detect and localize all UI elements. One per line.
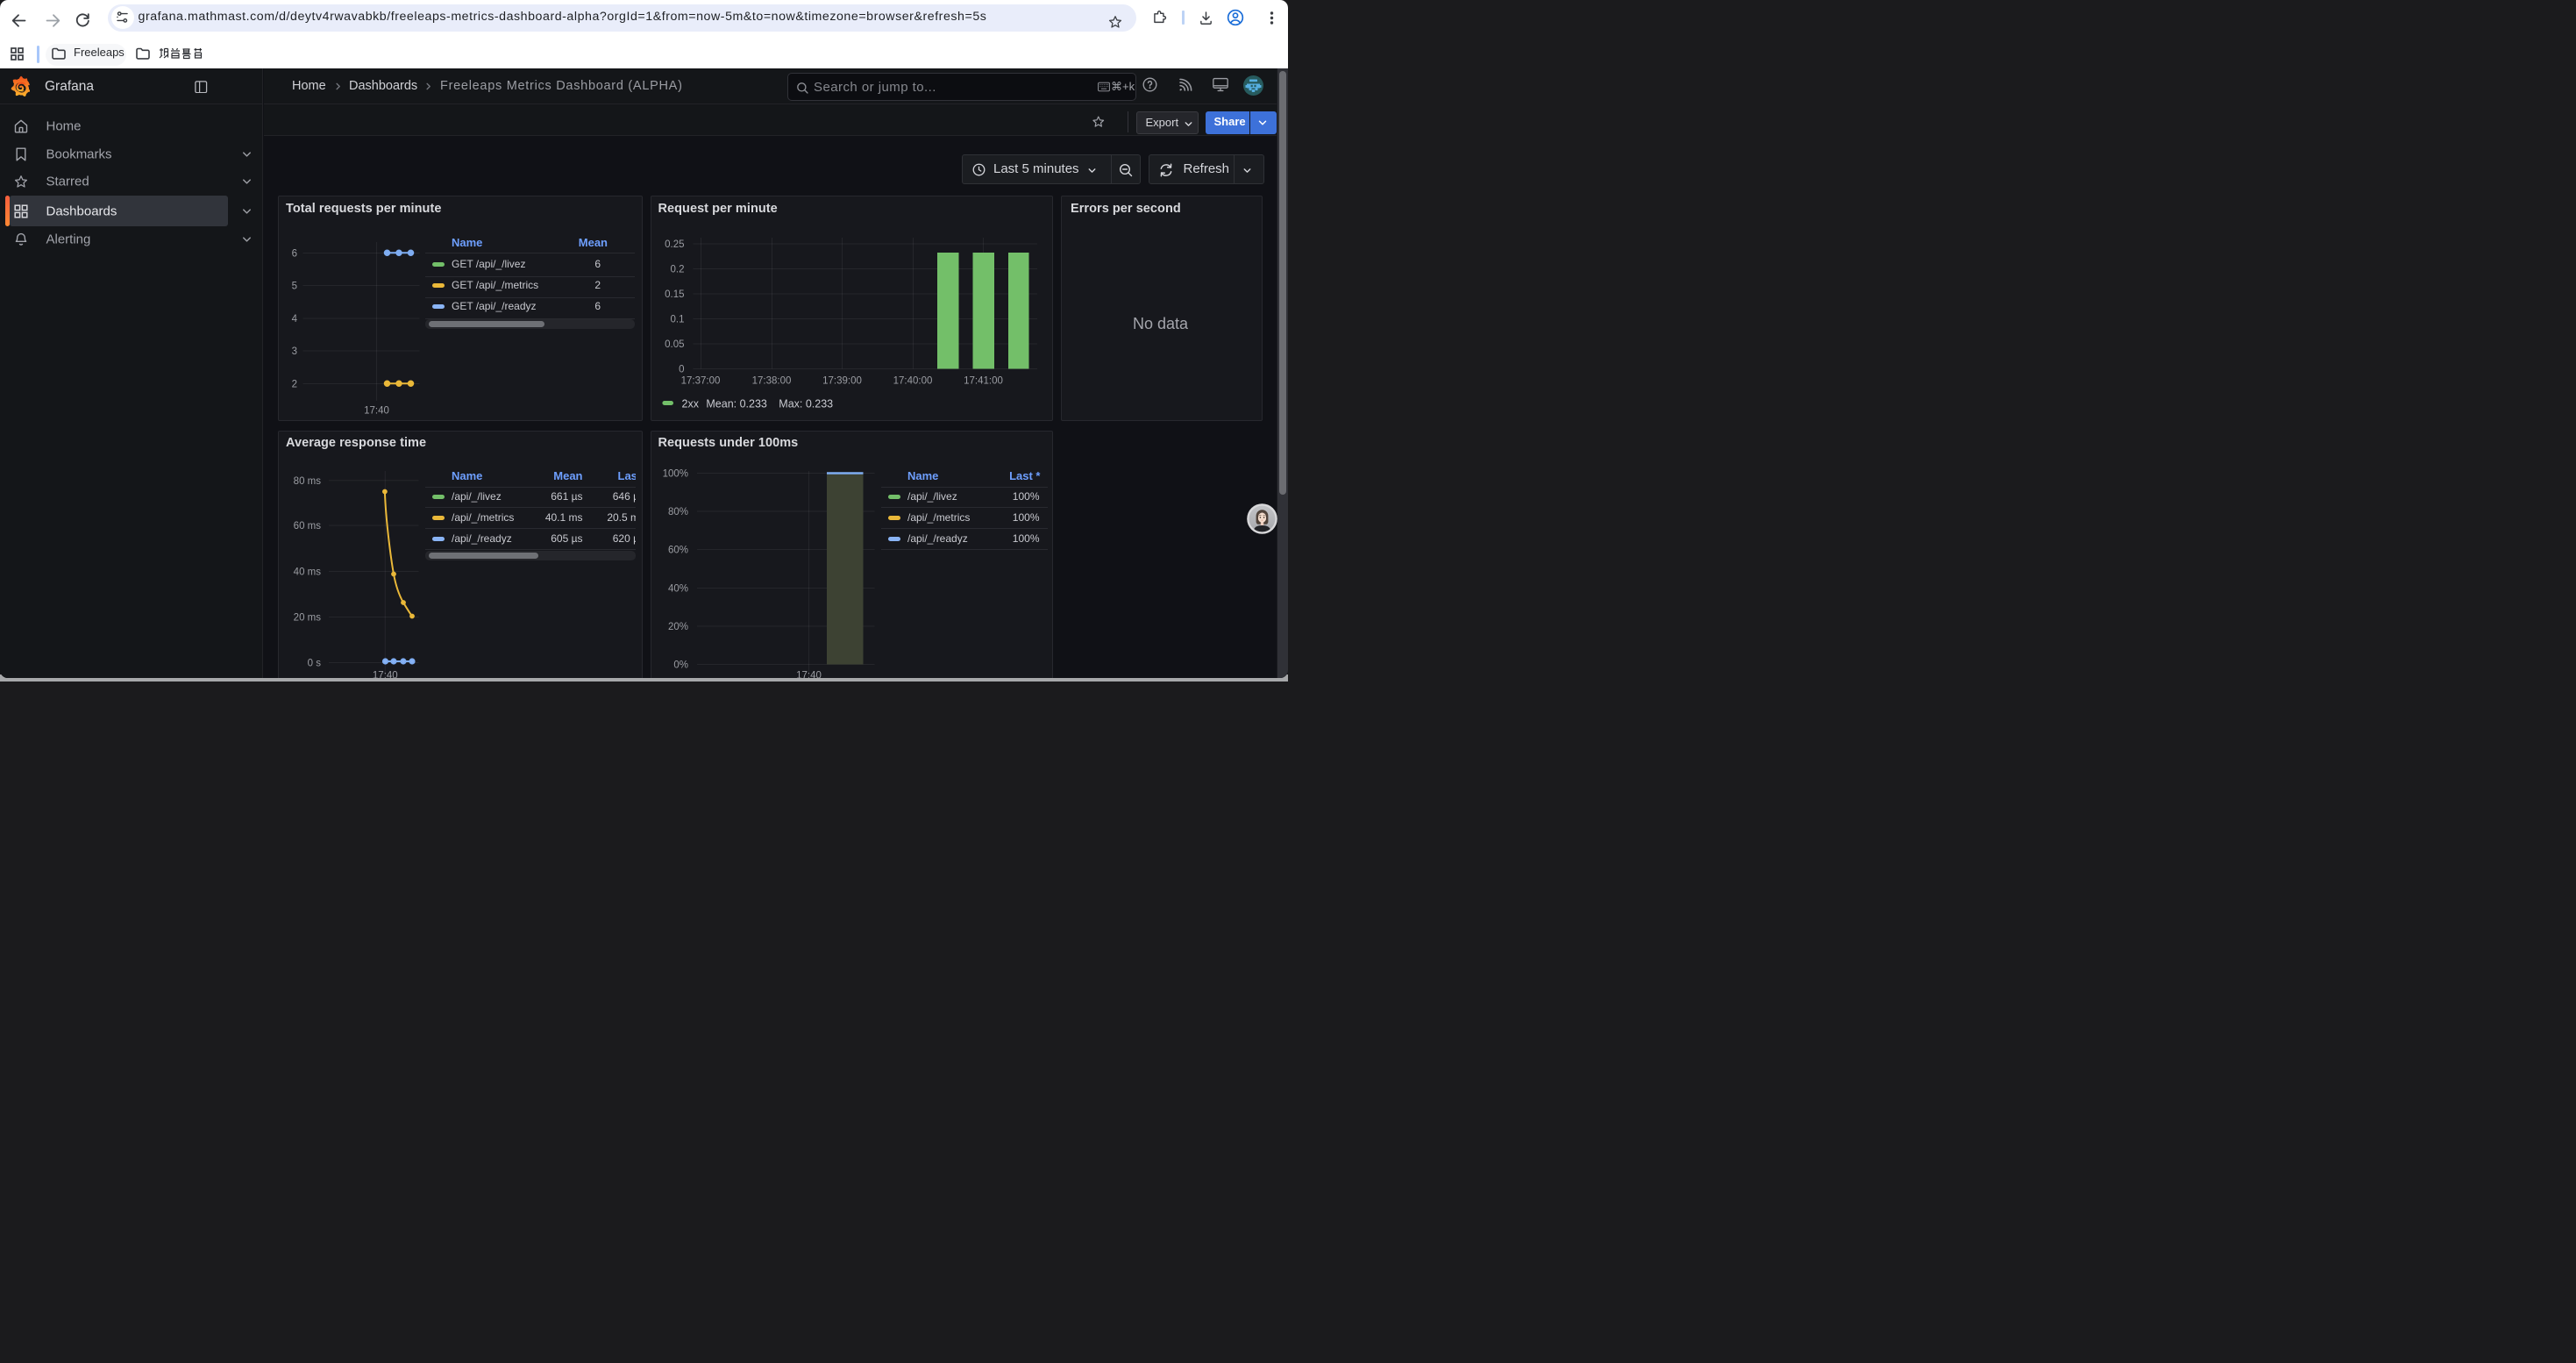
- svg-text:0.15: 0.15: [665, 289, 684, 300]
- svg-text:60%: 60%: [667, 545, 687, 555]
- svg-text:20%: 20%: [667, 622, 687, 632]
- svg-text:0%: 0%: [673, 660, 688, 670]
- svg-text:0.05: 0.05: [665, 339, 684, 350]
- svg-text:5: 5: [291, 282, 296, 292]
- svg-text:0.25: 0.25: [665, 239, 684, 250]
- svg-text:2xx: 2xx: [681, 398, 699, 410]
- svg-text:4: 4: [291, 314, 297, 325]
- svg-text:17:41:00: 17:41:00: [964, 376, 1003, 387]
- svg-text:2: 2: [291, 380, 296, 390]
- svg-text:17:40: 17:40: [372, 670, 397, 678]
- svg-text:17:39:00: 17:39:00: [822, 376, 862, 387]
- svg-text:80 ms: 80 ms: [293, 475, 321, 486]
- svg-text:40%: 40%: [667, 583, 687, 594]
- svg-text:17:40:00: 17:40:00: [893, 376, 932, 387]
- svg-text:6: 6: [291, 249, 296, 260]
- svg-text:0.2: 0.2: [670, 265, 684, 275]
- svg-text:80%: 80%: [667, 507, 687, 517]
- svg-text:Mean: 0.233: Mean: 0.233: [706, 398, 767, 410]
- svg-text:17:38:00: 17:38:00: [751, 376, 791, 387]
- svg-text:20 ms: 20 ms: [293, 612, 321, 623]
- svg-text:17:40: 17:40: [364, 406, 389, 417]
- svg-text:0: 0: [679, 365, 684, 375]
- svg-text:Max: 0.233: Max: 0.233: [779, 398, 833, 410]
- svg-text:17:37:00: 17:37:00: [680, 376, 720, 387]
- svg-text:17:40: 17:40: [796, 670, 822, 678]
- svg-text:100%: 100%: [662, 468, 687, 479]
- svg-text:3: 3: [291, 346, 296, 357]
- svg-text:0.1: 0.1: [670, 315, 684, 325]
- svg-text:60 ms: 60 ms: [293, 521, 321, 532]
- svg-text:40 ms: 40 ms: [293, 567, 321, 577]
- svg-text:0 s: 0 s: [307, 658, 321, 668]
